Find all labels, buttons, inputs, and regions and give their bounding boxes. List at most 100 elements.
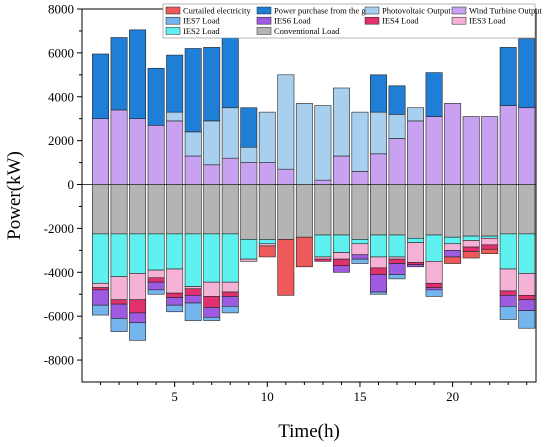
legend-swatch [165, 6, 181, 15]
bar-segment [258, 184, 276, 240]
y-tick-label: 6000 [48, 45, 74, 60]
bar-segment [92, 53, 109, 120]
bar-segment [166, 268, 184, 294]
bar-segment [425, 287, 443, 291]
bar-segment [240, 162, 258, 185]
bar-segment [351, 111, 369, 172]
bar-segment [462, 116, 480, 185]
bar-segment [110, 109, 128, 185]
legend-swatch [451, 16, 467, 25]
x-tick-label: 10 [261, 389, 274, 404]
bar-segment [166, 54, 184, 113]
legend-swatch [256, 27, 272, 35]
bar-segment [221, 233, 239, 283]
bar-segment [499, 295, 517, 307]
legend: Curtailed electricity Power purchase from… [162, 3, 542, 39]
bar-segment [147, 67, 165, 126]
bar-segment [92, 287, 109, 291]
bar-segment [221, 306, 239, 314]
bar-segment [258, 111, 276, 163]
legend-label: IES4 Load [382, 16, 419, 26]
bar-segment [166, 120, 184, 185]
bar-segment [184, 131, 202, 157]
legend-label: IES2 Load [183, 26, 220, 36]
y-tick-label: 4000 [48, 89, 74, 104]
bar-segment [518, 295, 536, 301]
bar-segment [240, 239, 258, 260]
bar-segment [425, 72, 443, 117]
bar-segment [444, 103, 462, 185]
y-tick-label: -4000 [44, 265, 74, 280]
legend-swatch [256, 6, 272, 15]
legend-label: IES3 Load [469, 16, 506, 26]
legend-label: Photovoltaic Output [382, 6, 451, 16]
bar-segment [258, 245, 276, 258]
bar-segment [425, 282, 443, 288]
bar-segment [184, 286, 202, 290]
bar-segment [332, 265, 350, 273]
bar-segment [92, 118, 109, 185]
bar-segment [407, 184, 425, 239]
x-tick-label: 20 [446, 389, 459, 404]
legend-label: Conventional Load [274, 26, 340, 36]
bar-segment [221, 296, 239, 307]
bar-segment [147, 269, 165, 279]
bar-segment [370, 291, 387, 295]
bar-segment [166, 111, 184, 122]
bar-segment [184, 184, 202, 235]
bar-segment [351, 171, 369, 185]
bar-segment [314, 256, 332, 260]
bar-segment [425, 116, 443, 185]
bar-segment [129, 322, 147, 341]
legend-box [162, 3, 536, 39]
bar-segment [147, 184, 165, 235]
bar-segment [444, 236, 462, 245]
bar-segment [203, 120, 221, 166]
bar-segment [518, 310, 536, 329]
bar-segment [444, 250, 462, 258]
bar-segment [332, 258, 350, 267]
bar-segment [444, 256, 462, 264]
bar-segment [444, 184, 462, 238]
bar-segment [203, 233, 221, 283]
bar-segment [166, 233, 184, 270]
bar-segment [92, 282, 109, 288]
bar-segment [407, 120, 425, 185]
bar-segment [481, 116, 499, 185]
bar-segment [314, 179, 332, 185]
bar-segment [147, 233, 165, 271]
x-tick-label: 5 [171, 389, 178, 404]
bar-segment [518, 107, 536, 185]
bar-segment [499, 290, 517, 296]
bar-segment [129, 233, 147, 274]
bar-segment [258, 243, 276, 247]
bar-segment [518, 233, 536, 274]
legend-label: Curtailed electricity [183, 6, 251, 16]
bar-segment [184, 302, 202, 321]
y-tick-label: 0 [68, 177, 75, 192]
bar-segment [277, 168, 295, 185]
bar-segment [370, 256, 387, 269]
bar-segment [147, 277, 165, 283]
bar-segment [462, 184, 480, 237]
bar-segment [110, 299, 128, 305]
bar-segment [351, 184, 369, 240]
bar-segment [518, 273, 536, 296]
bar-segment [388, 85, 406, 115]
bar-segment [425, 261, 443, 284]
bar-segment [499, 47, 517, 106]
bar-segment [314, 184, 332, 236]
bar-segment [370, 274, 387, 293]
bar-segment [110, 303, 128, 319]
bar-segment [129, 184, 147, 235]
bar-segment [221, 107, 239, 159]
bar-segment [221, 157, 239, 185]
bar-segment [314, 234, 332, 258]
bar-segment [314, 105, 332, 181]
legend-swatch [165, 27, 181, 35]
y-tick-label: -8000 [44, 353, 74, 368]
bar-segment [184, 288, 202, 296]
bar-segment [221, 281, 239, 293]
bar-segment [518, 184, 536, 235]
y-tick-label: 2000 [48, 133, 74, 148]
